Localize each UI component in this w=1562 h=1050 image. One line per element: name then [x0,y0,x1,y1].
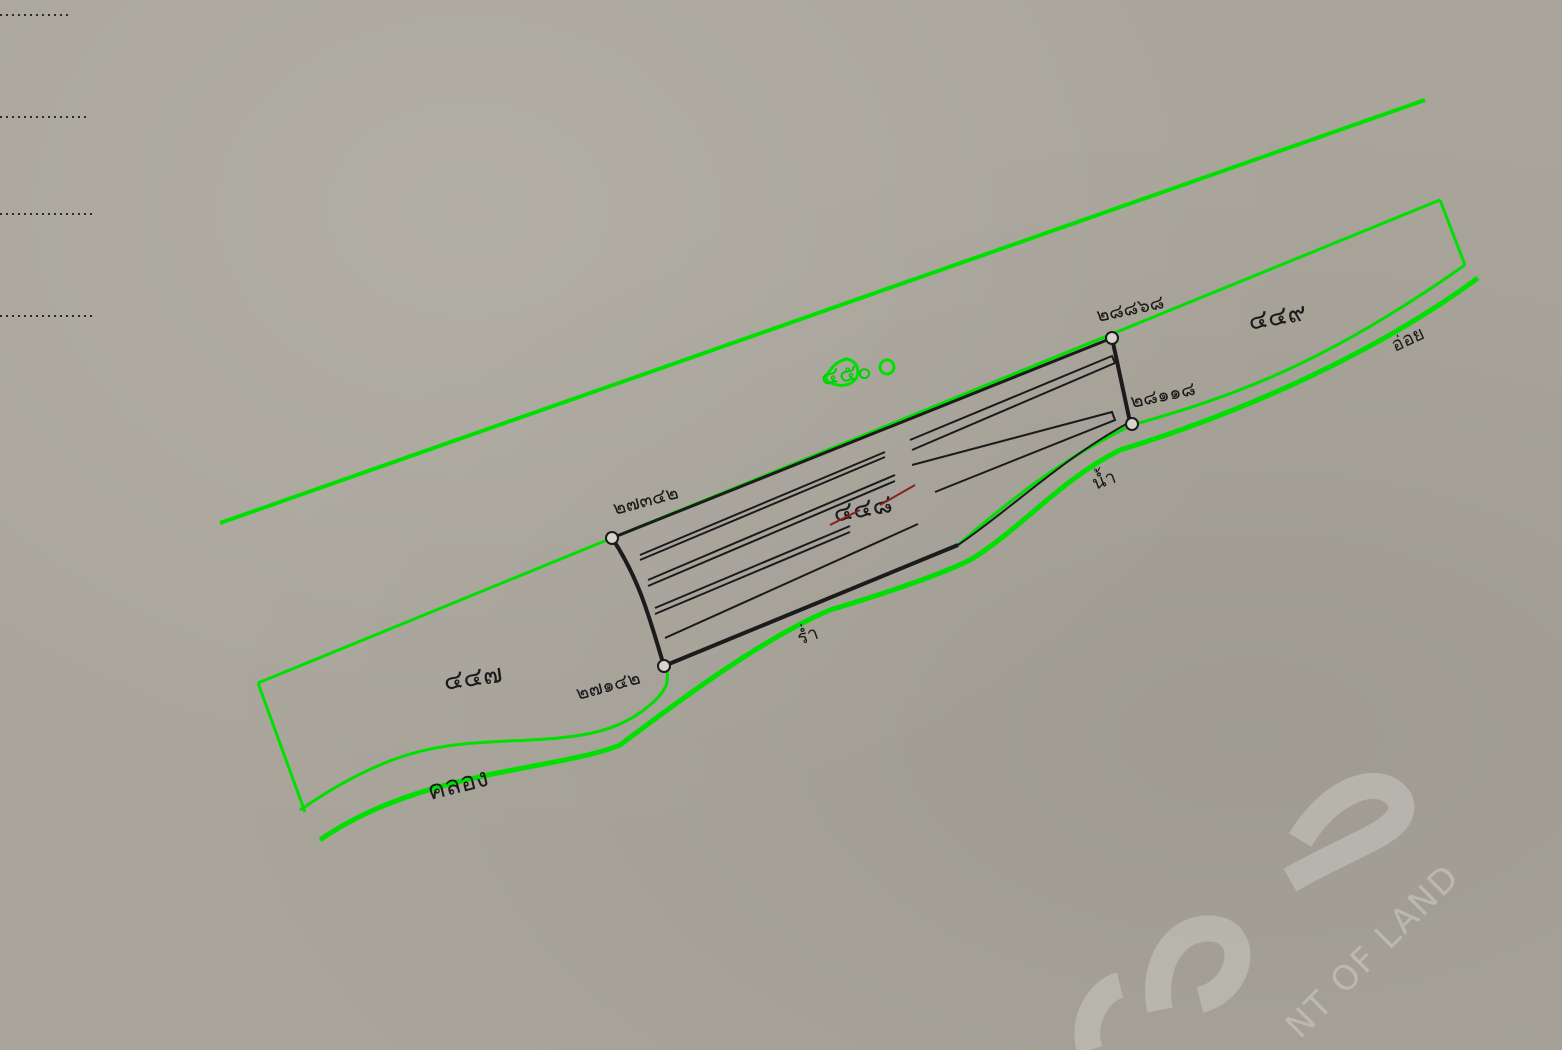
marker-bottom-left-label: ๒๗๑๔๒ [574,667,643,705]
parcel-east-label: ๔๔๙ [1246,297,1309,337]
boundary-markers [605,331,1139,673]
marker-top-right [1105,331,1119,345]
marker-top-right-label: ๒๘๘๖๘ [1094,291,1166,327]
marker-bottom-right [1125,417,1139,431]
watermark: NT OF LAND [1074,772,1468,1050]
marker-bottom-left [657,659,671,673]
right-edge-label: อ่อย [1388,322,1428,356]
parcel-center-label: ๔๔๘ [831,489,895,529]
parcel-north-label: ๔๕๐ [819,356,873,391]
canal-label: คลอง [424,763,491,807]
hatch-marks [829,484,916,526]
center-plot [610,336,1132,668]
margin-dots [0,14,96,317]
marker-top-left [605,531,619,545]
highlight-lines [219,98,1480,843]
parcel-west-label: ๔๔๗ [442,659,505,697]
